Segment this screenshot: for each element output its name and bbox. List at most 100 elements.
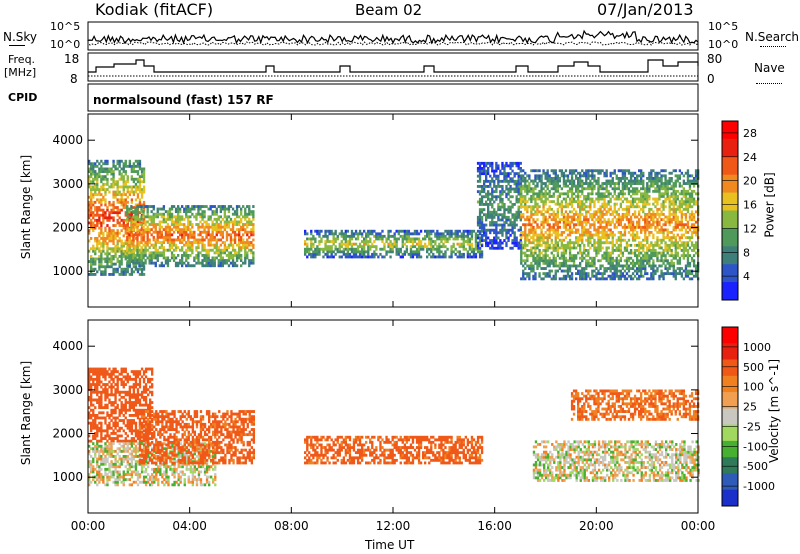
power-cell bbox=[652, 236, 655, 240]
power-cell bbox=[562, 197, 566, 201]
power-cell bbox=[223, 223, 227, 226]
power-cell bbox=[652, 259, 655, 263]
power-cell bbox=[546, 274, 549, 278]
power-cell bbox=[478, 242, 482, 246]
power-cell bbox=[480, 190, 484, 194]
power-cell bbox=[100, 213, 103, 217]
power-cell bbox=[536, 218, 539, 222]
power-cell bbox=[623, 233, 627, 237]
power-cell bbox=[636, 233, 639, 237]
power-cell bbox=[530, 169, 533, 173]
power-cell bbox=[670, 184, 673, 188]
power-cell bbox=[581, 272, 584, 276]
power-cell bbox=[452, 245, 455, 249]
power-cell bbox=[640, 272, 643, 276]
power-cell bbox=[92, 216, 95, 220]
power-cell bbox=[483, 213, 486, 217]
power-cell bbox=[526, 200, 529, 204]
nave-tick-bottom: 0 bbox=[707, 72, 715, 86]
power-cell bbox=[507, 231, 510, 235]
power-cell bbox=[562, 215, 566, 219]
power-cell bbox=[538, 169, 541, 173]
power-cell bbox=[546, 272, 549, 276]
power-cell bbox=[134, 256, 137, 260]
power-cell bbox=[633, 182, 637, 185]
power-cell bbox=[118, 216, 121, 220]
power-cell bbox=[391, 242, 394, 246]
power-cell bbox=[660, 238, 663, 242]
nave-line-key bbox=[756, 83, 782, 84]
power-cell bbox=[507, 239, 510, 242]
power-cell bbox=[112, 180, 115, 184]
power-cell bbox=[389, 255, 392, 259]
power-cell bbox=[662, 228, 665, 232]
power-cell bbox=[252, 215, 255, 219]
power-cell bbox=[548, 213, 551, 216]
power-cell bbox=[126, 190, 129, 194]
power-cell bbox=[680, 218, 684, 222]
power-cell bbox=[138, 164, 142, 168]
power-cell bbox=[623, 171, 627, 175]
power-cell bbox=[505, 187, 508, 191]
power-cell bbox=[304, 252, 307, 256]
power-cell bbox=[118, 172, 121, 176]
power-cell bbox=[638, 246, 641, 250]
power-cell bbox=[480, 215, 484, 219]
power-cell bbox=[90, 190, 93, 194]
power-cell bbox=[213, 264, 216, 268]
power-cell bbox=[642, 228, 645, 232]
power-cell bbox=[670, 251, 673, 255]
power-cell bbox=[597, 171, 600, 175]
power-cell bbox=[440, 237, 443, 241]
power-cell bbox=[625, 264, 629, 268]
power-cell bbox=[395, 247, 398, 251]
power-cell bbox=[244, 241, 247, 244]
power-cell bbox=[140, 241, 143, 244]
power-cell bbox=[633, 215, 637, 219]
power-cell bbox=[676, 261, 679, 265]
power-cell bbox=[607, 274, 610, 278]
power-cell bbox=[373, 234, 376, 238]
power-cell bbox=[219, 251, 223, 255]
power-cell bbox=[577, 184, 580, 188]
power-cell bbox=[601, 205, 604, 209]
power-cell bbox=[493, 179, 496, 183]
power-cell bbox=[528, 182, 531, 185]
power-cell bbox=[674, 169, 677, 173]
power-cell bbox=[562, 246, 566, 250]
power-cell bbox=[495, 164, 498, 168]
power-cell bbox=[636, 174, 639, 178]
power-cell bbox=[603, 213, 606, 216]
power-cell bbox=[96, 221, 99, 225]
power-cell bbox=[90, 267, 93, 271]
power-cell bbox=[564, 261, 568, 265]
power-cell bbox=[98, 257, 101, 261]
power-cell bbox=[530, 267, 533, 270]
power-cell bbox=[152, 220, 155, 224]
power-cell bbox=[102, 198, 105, 202]
power-cell bbox=[560, 238, 564, 242]
power-cell bbox=[96, 239, 99, 243]
power-cell bbox=[627, 225, 631, 229]
power-cell bbox=[613, 264, 616, 268]
power-cell bbox=[658, 243, 661, 247]
power-cell bbox=[579, 261, 582, 265]
power-cell bbox=[603, 225, 606, 229]
power-cell bbox=[361, 234, 364, 238]
power-cell bbox=[340, 250, 343, 254]
power-cell bbox=[595, 233, 598, 237]
power-cell bbox=[197, 212, 200, 216]
power-cell bbox=[375, 247, 378, 251]
power-cell bbox=[158, 264, 162, 268]
power-cell bbox=[522, 195, 525, 198]
power-cell bbox=[434, 247, 437, 251]
power-cell bbox=[148, 241, 151, 244]
power-cell bbox=[474, 252, 478, 256]
power-cell bbox=[158, 220, 162, 224]
power-cell bbox=[150, 261, 153, 265]
power-cell bbox=[466, 232, 470, 236]
power-cell bbox=[203, 212, 206, 216]
power-cell bbox=[540, 238, 543, 242]
power-cell bbox=[213, 251, 216, 255]
power-cell bbox=[536, 233, 539, 237]
